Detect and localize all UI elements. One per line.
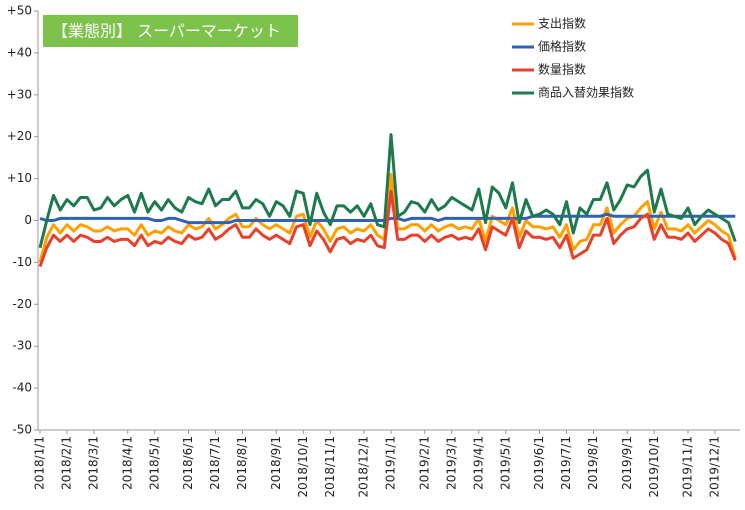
y-tick-label: +40 xyxy=(7,45,32,59)
legend-label: 商品入替効果指数 xyxy=(538,85,634,100)
y-tick-label: -40 xyxy=(12,381,32,395)
legend-label: 支出指数 xyxy=(538,16,586,31)
series-line xyxy=(38,133,737,249)
x-tick-label: 2018/7/1 xyxy=(208,436,222,490)
x-tick-label: 2019/9/1 xyxy=(620,436,634,490)
x-tick-label: 2019/10/1 xyxy=(647,436,661,498)
x-tick-label: 2018/8/1 xyxy=(235,436,249,490)
legend-label: 価格指数 xyxy=(538,39,586,54)
x-tick-label: 2018/10/1 xyxy=(296,436,310,498)
legend-label: 数量指数 xyxy=(538,62,586,77)
x-tick-label: 2019/4/1 xyxy=(471,436,485,490)
y-tick-label: +20 xyxy=(7,129,32,143)
x-tick-label: 2018/9/1 xyxy=(269,436,283,490)
x-tick-label: 2018/12/1 xyxy=(357,436,371,498)
x-tick-label: 2019/11/1 xyxy=(681,436,695,498)
x-tick-label: 2019/7/1 xyxy=(559,436,573,490)
y-tick-label: -20 xyxy=(12,297,32,311)
x-tick-label: 2018/2/1 xyxy=(60,436,74,490)
x-tick-label: 2018/6/1 xyxy=(181,436,195,490)
x-tick-label: 2019/3/1 xyxy=(444,436,458,490)
y-tick-label: +50 xyxy=(7,4,32,18)
series-line xyxy=(38,189,737,268)
x-tick-label: 2018/3/1 xyxy=(87,436,101,490)
x-tick-label: 2018/11/1 xyxy=(323,436,337,498)
x-tick-label: 2019/1/1 xyxy=(384,436,398,490)
y-tick-label: -10 xyxy=(12,255,32,269)
title-box xyxy=(43,15,298,47)
chart-title: 【業態別】 スーパーマーケット xyxy=(52,22,281,41)
y-tick-label: -30 xyxy=(12,339,32,353)
y-tick-label: 0 xyxy=(24,213,32,227)
x-tick-label: 2019/12/1 xyxy=(708,436,722,498)
x-tick-label: 2018/4/1 xyxy=(120,436,134,490)
x-tick-label: 2018/5/1 xyxy=(147,436,161,490)
y-tick-label: +10 xyxy=(7,171,32,185)
x-tick-label: 2019/5/1 xyxy=(498,436,512,490)
x-tick-label: 2019/6/1 xyxy=(532,436,546,490)
x-tick-label: 2019/8/1 xyxy=(586,436,600,490)
x-tick-label: 2018/1/1 xyxy=(33,436,47,490)
x-tick-label: 2019/2/1 xyxy=(417,436,431,490)
y-tick-label: -50 xyxy=(12,423,32,437)
y-tick-label: +30 xyxy=(7,87,32,101)
